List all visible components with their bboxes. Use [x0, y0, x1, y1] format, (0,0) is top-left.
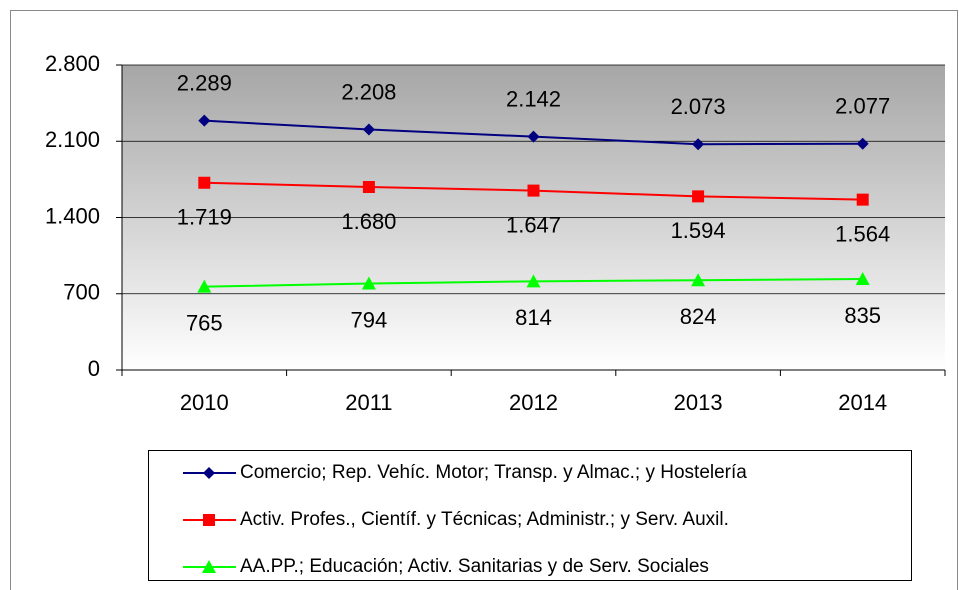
data-label: 1.647 [506, 212, 561, 237]
data-label: 1.564 [835, 221, 890, 246]
legend-label: Activ. Profes., Científ. y Técnicas; Adm… [240, 509, 729, 530]
y-tick-label: 0 [88, 356, 100, 381]
x-tick-label: 2014 [838, 390, 887, 415]
marker [362, 181, 375, 193]
data-label: 1.594 [671, 218, 726, 243]
legend: Comercio; Rep. Vehíc. Motor; Transp. y A… [183, 462, 747, 577]
marker [856, 193, 869, 206]
marker [198, 176, 211, 189]
legend-label: AA.PP.; Educación; Activ. Sanitarias y d… [240, 556, 709, 577]
data-label: 2.289 [177, 70, 232, 95]
marker [692, 138, 705, 151]
x-tick-label: 2012 [509, 390, 558, 415]
legend-label: Comercio; Rep. Vehíc. Motor; Transp. y A… [240, 462, 747, 483]
marker [526, 274, 541, 288]
marker [691, 273, 706, 287]
data-label: 2.073 [671, 94, 726, 119]
y-tick-label: 2.100 [45, 127, 100, 152]
data-label: 824 [680, 304, 717, 329]
x-tick-label: 2010 [180, 390, 229, 415]
y-tick-label: 700 [63, 280, 100, 305]
marker [527, 130, 540, 143]
data-label: 1.719 [177, 205, 232, 230]
y-tick-label: 1.400 [45, 203, 100, 228]
marker [362, 123, 375, 136]
data-label: 2.077 [835, 94, 890, 119]
data-label: 835 [844, 303, 881, 328]
y-tick-label: 2.800 [45, 51, 100, 76]
marker [202, 560, 216, 573]
data-label: 765 [186, 310, 223, 335]
marker [203, 514, 215, 526]
data-label: 1.680 [341, 209, 396, 234]
marker [527, 184, 540, 197]
marker [203, 467, 215, 479]
marker [198, 114, 211, 127]
x-tick-label: 2011 [345, 390, 392, 415]
legend-box [148, 450, 912, 581]
data-label: 2.208 [341, 79, 396, 104]
data-label: 2.142 [506, 86, 561, 111]
data-label: 814 [515, 305, 552, 330]
marker [855, 272, 870, 286]
x-tick-label: 2013 [674, 390, 723, 415]
data-label: 794 [351, 307, 388, 332]
marker [197, 279, 212, 293]
marker [361, 276, 376, 290]
marker [856, 137, 869, 150]
marker [692, 190, 705, 203]
